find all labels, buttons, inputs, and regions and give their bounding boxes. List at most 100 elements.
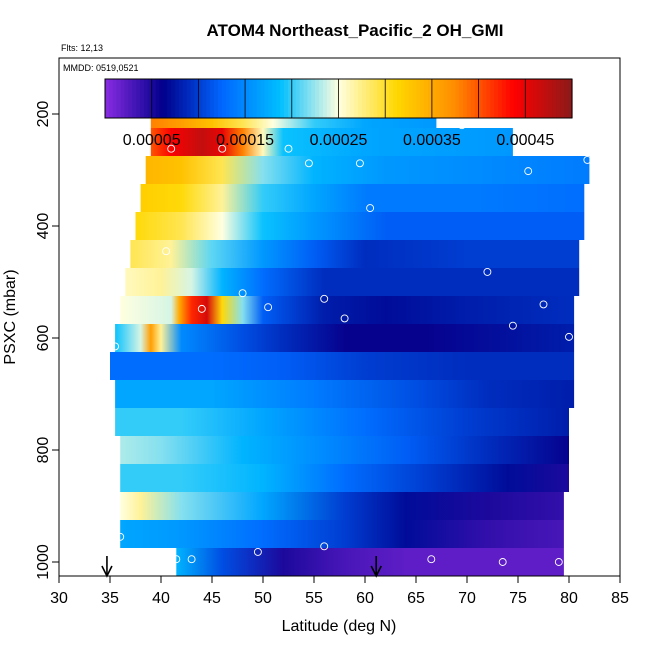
heatmap-row: [130, 240, 580, 268]
heatmap-row: [120, 520, 564, 548]
data-point: [172, 555, 181, 564]
data-point: [304, 159, 313, 168]
colorbar-cell: [124, 79, 129, 118]
colorbar-cell: [260, 79, 266, 118]
data-point: [253, 547, 262, 556]
colorbar-cell: [307, 79, 312, 118]
colorbar-cell: [455, 79, 460, 118]
colorbar-cell: [478, 79, 484, 118]
colorbar-cell: [505, 79, 511, 118]
colorbar-cell: [171, 79, 176, 118]
chart-title: ATOM4 Northeast_Pacific_2 OH_GMI: [207, 21, 504, 40]
data-point: [366, 204, 375, 213]
colorbar-cell: [330, 79, 336, 118]
x-tick-label: 50: [254, 590, 272, 607]
colorbar-tick-label: 0.00025: [310, 132, 368, 149]
heatmap-row: [115, 380, 575, 408]
data-point: [187, 555, 196, 564]
colorbar-tick-label: 0.00015: [216, 132, 274, 149]
heatmap-row: [150, 128, 513, 156]
data-point: [111, 342, 120, 351]
x-tick-label: 60: [356, 590, 374, 607]
colorbar-cell: [159, 79, 164, 118]
colorbar-cell: [568, 79, 573, 118]
data-point: [508, 321, 517, 330]
x-tick-label: 65: [407, 590, 425, 607]
colorbar-cell: [338, 79, 343, 118]
colorbar-cell: [190, 79, 196, 118]
colorbar-cell: [463, 79, 468, 118]
heatmap-row: [120, 464, 569, 492]
colorbar-cell: [470, 79, 476, 118]
colorbar-cell: [252, 79, 258, 118]
colorbar-cell: [198, 79, 203, 118]
colorbar-cell: [276, 79, 281, 118]
data-point: [539, 300, 548, 309]
colorbar-cell: [404, 79, 410, 118]
colorbar-cell: [482, 79, 487, 118]
colorbar-cell: [334, 79, 340, 118]
heatmap-row: [110, 352, 575, 380]
data-point: [167, 144, 176, 153]
colorbar-cell: [486, 79, 491, 118]
x-tick-label: 70: [458, 590, 476, 607]
colorbar-cell: [494, 79, 499, 118]
colorbar-cell: [163, 79, 168, 118]
colorbar-cell: [326, 79, 332, 118]
colorbar-cell: [291, 79, 297, 118]
colorbar-cell: [311, 79, 316, 118]
colorbar-cell: [357, 79, 363, 118]
colorbar-cell: [210, 79, 215, 118]
colorbar-cell: [194, 79, 199, 118]
colorbar-cell: [272, 79, 277, 118]
heatmap-row: [120, 492, 564, 520]
x-tick-label: 40: [152, 590, 170, 607]
colorbar-cell: [217, 79, 223, 118]
colorbar-cell: [346, 79, 351, 118]
colorbar-cell: [521, 79, 526, 118]
colorbar-cell: [213, 79, 219, 118]
colorbar-cell: [509, 79, 515, 118]
y-tick-label: 200: [35, 101, 52, 128]
colorbar-cell: [365, 79, 371, 118]
colorbar-cell: [544, 79, 550, 118]
colorbar-cell: [112, 79, 118, 118]
colorbar-tick-label: 0.00045: [496, 132, 554, 149]
x-tick-label: 30: [50, 590, 68, 607]
y-tick-label: 400: [35, 213, 52, 240]
colorbar-cell: [490, 79, 495, 118]
colorbar-cell: [435, 79, 441, 118]
colorbar-cell: [396, 79, 402, 118]
colorbar-cell: [245, 79, 250, 118]
data-point: [498, 558, 507, 566]
colorbar-cell: [132, 79, 137, 118]
x-axis-label: Latitude (deg N): [282, 618, 397, 635]
colorbar-cell: [392, 79, 398, 118]
heatmap-row: [115, 324, 575, 352]
colorbar-cell: [116, 79, 122, 118]
colorbar-cell: [167, 79, 172, 118]
heatmap-rows: [110, 100, 590, 576]
data-point: [355, 159, 364, 168]
colorbar-cell: [280, 79, 285, 118]
colorbar-cell: [560, 79, 565, 118]
colorbar-cell: [556, 79, 561, 118]
colorbar-cell: [361, 79, 367, 118]
colorbar-cell: [295, 79, 301, 118]
colorbar-cell: [525, 79, 530, 118]
colorbar-cell: [237, 79, 242, 118]
colorbar-cell: [342, 79, 347, 118]
colorbar-cell: [319, 79, 324, 118]
colorbar-cell: [206, 79, 211, 118]
colorbar-cell: [268, 79, 273, 118]
colorbar-cell: [186, 79, 192, 118]
data-point: [565, 332, 573, 341]
colorbar-cell: [400, 79, 406, 118]
colorbar-cell: [229, 79, 235, 118]
colorbar-cell: [385, 79, 390, 118]
heatmap-row: [115, 408, 569, 436]
colorbar-cell: [377, 79, 382, 118]
colorbar-cell: [428, 79, 433, 118]
heatmap-row: [120, 296, 575, 324]
